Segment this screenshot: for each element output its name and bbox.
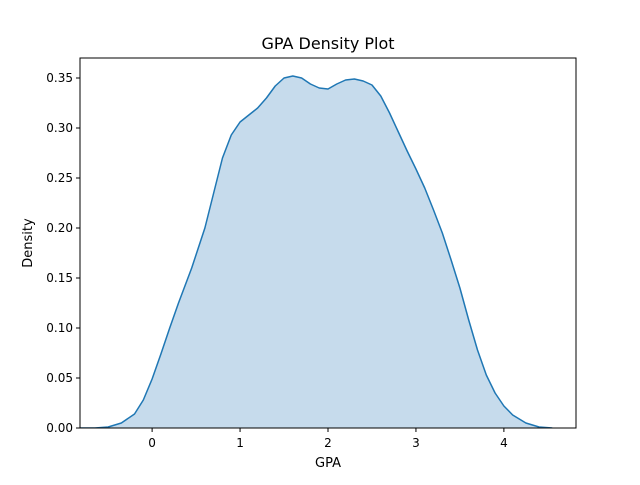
x-axis-label: GPA [315, 456, 341, 471]
axes-layer: 0 1 2 3 4 0.00 0.05 0.10 0.15 0.20 0.25 0.30 0.35 [46, 71, 507, 450]
y-tick-label: 0.05 [46, 371, 73, 385]
plot-layer [80, 75, 553, 428]
y-tick-label: 0.30 [46, 121, 73, 135]
y-tick-label: 0.25 [46, 171, 73, 185]
chart-title: GPA Density Plot [261, 34, 394, 53]
x-tick-label: 0 [148, 436, 156, 450]
plot-frame [79, 57, 577, 429]
density-curve-line [80, 75, 553, 428]
y-axis-label: Density [21, 218, 36, 268]
x-tick-label: 3 [412, 436, 420, 450]
x-tick-label: 2 [324, 436, 332, 450]
y-tick-label: 0.20 [46, 221, 73, 235]
y-tick-label: 0.10 [46, 321, 73, 335]
y-tick-label: 0.15 [46, 271, 73, 285]
y-tick-label: 0.00 [46, 421, 73, 435]
x-tick-label: 1 [236, 436, 244, 450]
density-fill-area [80, 76, 553, 428]
x-tick-label: 4 [500, 436, 508, 450]
y-tick-label: 0.35 [46, 71, 73, 85]
